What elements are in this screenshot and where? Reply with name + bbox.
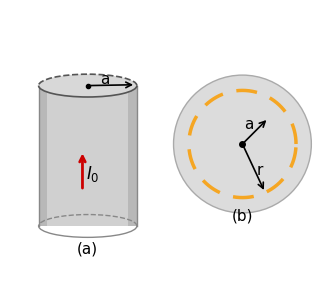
Text: a: a bbox=[100, 72, 110, 87]
Polygon shape bbox=[39, 85, 48, 226]
Text: $I_0$: $I_0$ bbox=[86, 164, 100, 184]
Polygon shape bbox=[39, 74, 137, 97]
Text: (a): (a) bbox=[77, 241, 98, 256]
Polygon shape bbox=[39, 85, 137, 226]
Circle shape bbox=[174, 75, 311, 213]
Text: r: r bbox=[257, 163, 263, 178]
Text: (b): (b) bbox=[232, 209, 253, 224]
Polygon shape bbox=[128, 85, 137, 226]
Text: a: a bbox=[245, 117, 254, 132]
